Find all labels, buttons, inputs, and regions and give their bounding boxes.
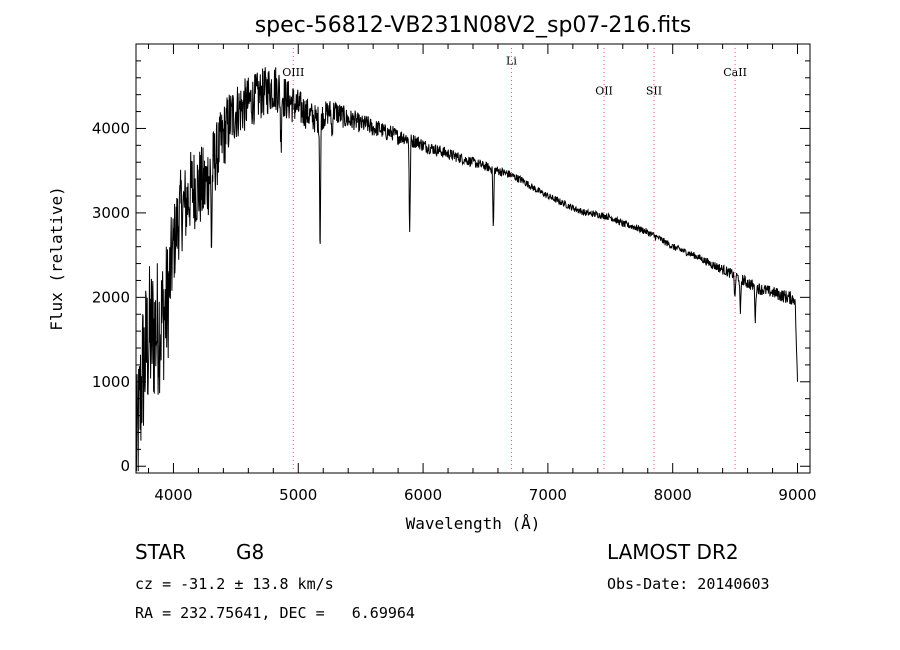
x-axis-ticks: 4000 5000 6000 7000 8000 9000 <box>147 44 817 504</box>
marker-label-oii: OII <box>595 85 613 98</box>
redshift-velocity: cz = -31.2 ± 13.8 km/s <box>135 575 334 593</box>
x-tick-label-5000: 5000 <box>279 486 317 504</box>
spectrum-chart: spec-56812-VB231N08V2_sp07-216.fits OIII… <box>47 13 817 533</box>
y-axis-label: Flux (relative) <box>47 186 66 331</box>
line-markers: OIII Li OII SII CaII <box>282 44 747 473</box>
x-tick-label-6000: 6000 <box>404 486 442 504</box>
y-tick-label-1000: 1000 <box>92 373 130 391</box>
y-tick-label-4000: 4000 <box>92 119 130 137</box>
x-tick-label-8000: 8000 <box>654 486 692 504</box>
chart-title: spec-56812-VB231N08V2_sp07-216.fits <box>255 13 692 38</box>
coordinates: RA = 232.75641, DEC = 6.69964 <box>135 604 415 622</box>
marker-label-oiii: OIII <box>282 66 304 79</box>
x-tick-label-9000: 9000 <box>778 486 816 504</box>
x-tick-label-7000: 7000 <box>529 486 567 504</box>
y-tick-label-0: 0 <box>120 457 130 475</box>
survey-name: LAMOST DR2 <box>607 540 739 564</box>
object-class: STAR <box>135 540 186 564</box>
x-tick-label-4000: 4000 <box>154 486 192 504</box>
marker-label-li: Li <box>506 54 517 67</box>
marker-label-caii: CaII <box>723 66 747 79</box>
x-axis-label: Wavelength (Å) <box>406 514 541 533</box>
marker-label-sii: SII <box>646 85 662 98</box>
observation-date: Obs-Date: 20140603 <box>607 575 770 593</box>
y-tick-label-2000: 2000 <box>92 288 130 306</box>
y-tick-label-3000: 3000 <box>92 204 130 222</box>
spectrum-line <box>135 67 798 472</box>
object-subclass: G8 <box>236 540 265 564</box>
y-axis-ticks: 0 1000 2000 3000 4000 <box>92 60 810 475</box>
